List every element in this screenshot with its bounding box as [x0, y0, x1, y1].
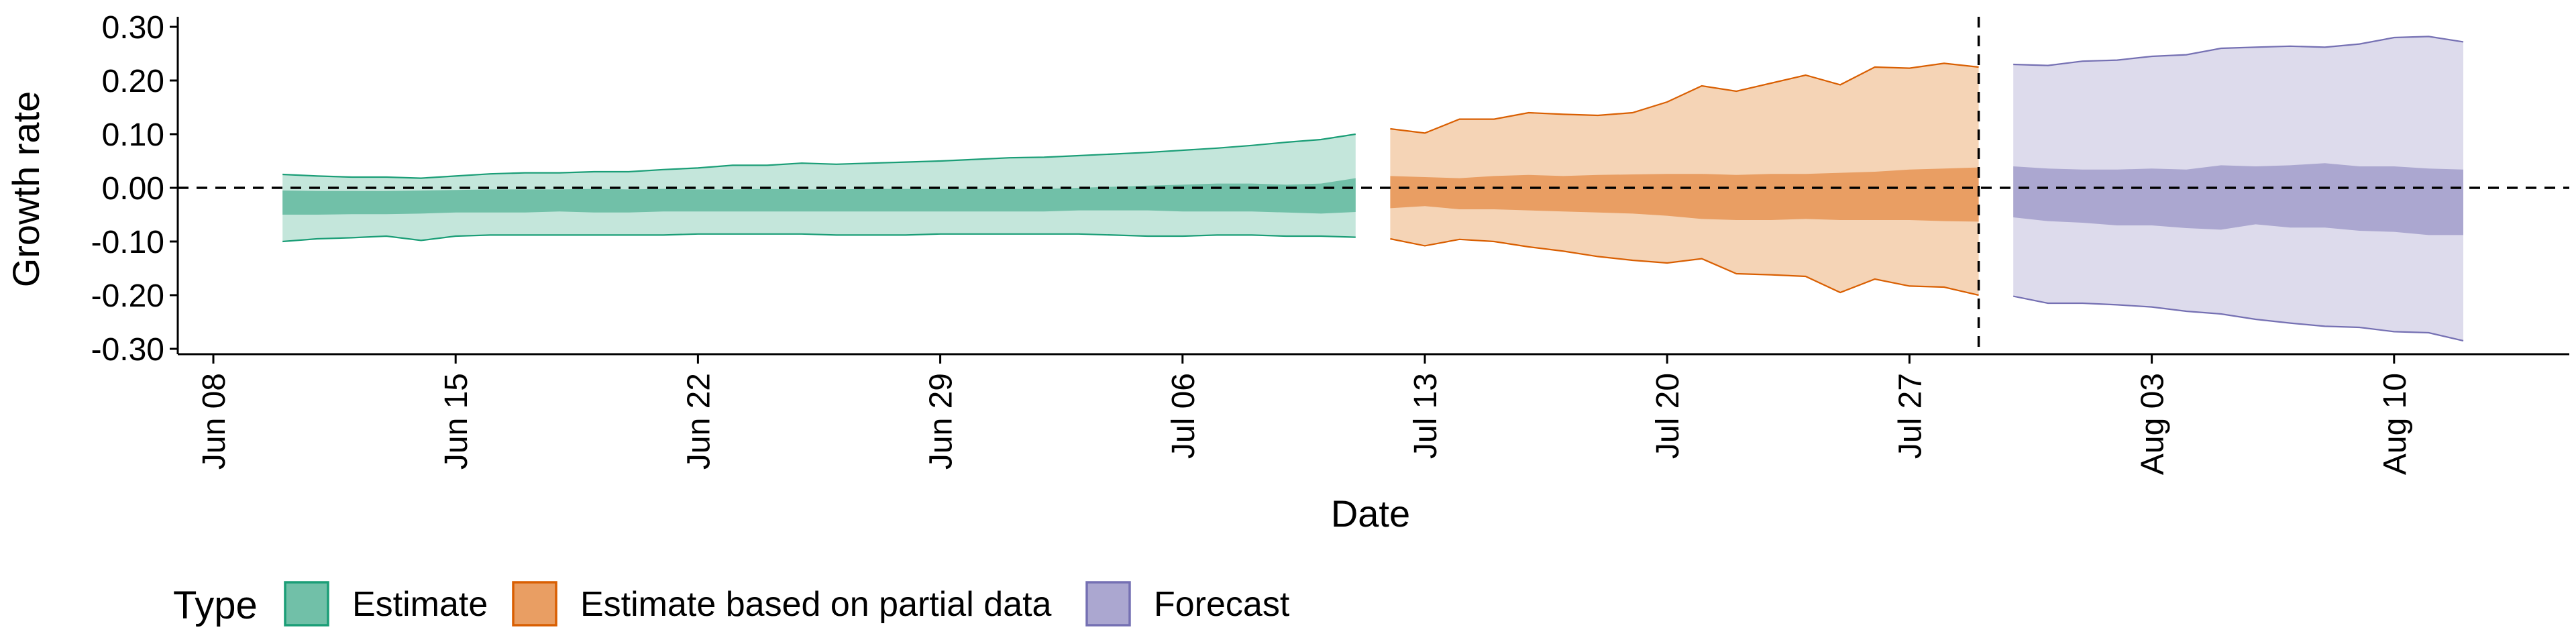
x-tick-label: Jun 22: [681, 373, 716, 470]
estimate-based-on-partial-data-inner-band: [1390, 167, 1979, 222]
y-tick-label: -0.20: [91, 278, 164, 314]
x-tick-label: Jun 15: [439, 373, 474, 470]
estimate-lower-edge: [282, 233, 1356, 243]
legend-key-forecast: [1085, 581, 1131, 627]
forecast-upper-edge: [2013, 36, 2464, 66]
y-tick-label: -0.10: [91, 225, 164, 260]
legend-label: Estimate: [352, 585, 488, 624]
plot-area: [178, 17, 2569, 354]
y-axis-title: Growth rate: [5, 91, 47, 288]
legend-key-estimate-based-on-partial-data: [512, 581, 557, 627]
x-axis-title: Date: [1331, 492, 1410, 535]
estimate-upper-edge: [282, 133, 1356, 179]
x-axis: Jun 08 Jun 15 Jun 22 Jun 29 Jul 06 Jul 13 Jul …: [178, 353, 2569, 475]
x-tick-label: Aug 10: [2377, 373, 2413, 475]
legend: Type Estimate Estimate based on partial d…: [173, 581, 1290, 627]
y-tick-label: 0.30: [102, 10, 164, 46]
x-tick-label: Jul 06: [1166, 373, 1201, 459]
y-tick-label: -0.30: [91, 332, 164, 368]
x-tick-label: Jul 27: [1892, 373, 1928, 459]
estimate-based-on-partial-data-upper-edge: [1390, 62, 1979, 134]
x-tick-label: Aug 03: [2135, 373, 2171, 475]
y-tick-label: 0.10: [102, 117, 164, 153]
legend-key-estimate: [284, 581, 329, 627]
forecast-lower-edge: [2012, 295, 2464, 342]
forecast-inner-band: [2013, 163, 2463, 235]
estimate-inner-band: [282, 178, 1356, 215]
x-tick-label: Jun 29: [924, 373, 959, 470]
y-tick-label: 0.00: [102, 171, 164, 207]
x-tick-label: Jun 08: [197, 373, 232, 470]
y-tick-label: 0.20: [102, 64, 164, 99]
x-tick-label: Jul 20: [1650, 373, 1686, 459]
y-axis: 0.30 0.20 0.10 0.00 -0.10 -0.20 -0.30: [91, 10, 179, 368]
legend-title: Type: [173, 584, 258, 627]
legend-label: Estimate based on partial data: [580, 585, 1052, 624]
x-tick-label: Jul 13: [1408, 373, 1444, 459]
legend-label: Forecast: [1154, 585, 1290, 624]
estimate-based-on-partial-data-lower-edge: [1390, 237, 1979, 297]
